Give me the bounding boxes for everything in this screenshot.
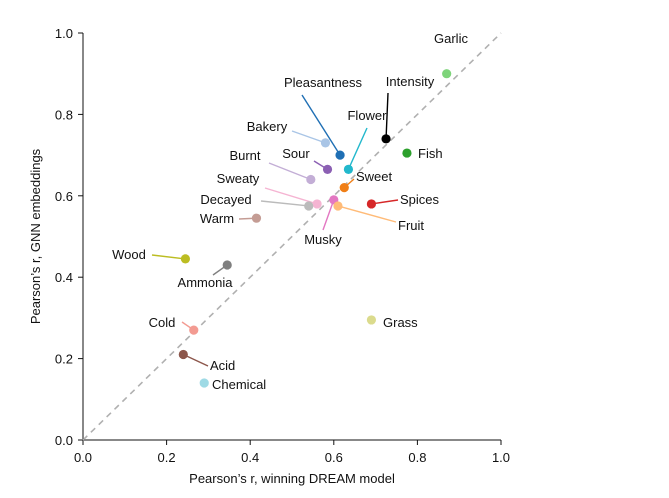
point-label-bakery: Bakery: [247, 119, 288, 134]
point-label-musky: Musky: [304, 232, 342, 247]
point-label-fish: Fish: [418, 146, 443, 161]
leader-line-wood: [151, 254, 186, 260]
y-tick-label: 0.0: [55, 433, 73, 448]
point-label-pleasantness: Pleasantness: [284, 75, 363, 90]
point-label-cold: Cold: [149, 315, 176, 330]
point-label-warm: Warm: [200, 211, 234, 226]
y-tick-label: 0.8: [55, 107, 73, 122]
leader-line-sweaty: [264, 187, 318, 205]
point-wood: [180, 254, 191, 264]
point-intensity: [381, 134, 391, 144]
point-label-grass: Grass: [383, 315, 418, 330]
point-label-spices: Spices: [400, 192, 440, 207]
x-tick-label: 0.4: [241, 450, 259, 465]
point-label-sweet: Sweet: [356, 169, 393, 184]
x-tick-label: 0.6: [325, 450, 343, 465]
y-tick-label: 0.4: [55, 270, 73, 285]
reference-line-layer: [82, 32, 502, 441]
point-sweaty: [312, 199, 322, 209]
leader-line-decayed: [260, 200, 309, 207]
point-fruit: [333, 201, 343, 211]
point-decayed: [304, 201, 314, 211]
point-cold: [189, 325, 199, 335]
x-tick-label: 0.8: [408, 450, 426, 465]
x-tick-label: 1.0: [492, 450, 510, 465]
point-label-sour: Sour: [282, 146, 310, 161]
leader-line-intensity: [385, 92, 389, 139]
point-label-garlic: Garlic: [434, 31, 468, 46]
point-fish: [402, 148, 412, 158]
point-label-wood: Wood: [112, 247, 146, 262]
point-labels: Garlic Intensity Pleasantness Flower Bakery F…: [112, 31, 468, 392]
point-warm: [251, 213, 262, 223]
point-label-burnt: Burnt: [229, 148, 260, 163]
axes: 0.0 0.2 0.4 0.6 0.8 1.0 0.0 0.2 0.4 0.6 0.8 1.0: [55, 26, 510, 465]
point-sweet: [339, 183, 349, 193]
point-ammonia: [222, 260, 232, 270]
leader-line-musky: [322, 199, 335, 231]
x-tick-label: 0.2: [158, 450, 176, 465]
point-burnt: [306, 174, 316, 185]
point-garlic: [442, 69, 452, 79]
point-label-fruit: Fruit: [398, 218, 424, 233]
point-sour: [322, 164, 333, 174]
leader-line-burnt: [268, 162, 312, 181]
leader-line-bakery: [291, 130, 326, 144]
data-points: [178, 69, 452, 388]
leader-line-pleasantness: [301, 94, 341, 156]
leader-line-flower: [347, 127, 368, 170]
identity-reference-line: [82, 32, 502, 441]
y-axis-title: Pearson’s r, GNN embeddings: [28, 148, 43, 324]
point-flower: [343, 164, 354, 174]
point-label-flower: Flower: [347, 108, 387, 123]
y-tick-label: 0.6: [55, 189, 73, 204]
point-label-ammonia: Ammonia: [178, 275, 234, 290]
point-label-sweaty: Sweaty: [217, 171, 260, 186]
point-acid: [178, 349, 188, 360]
point-grass: [366, 315, 377, 325]
y-tick-label: 1.0: [55, 26, 73, 41]
point-label-acid: Acid: [210, 358, 235, 373]
point-label-chemical: Chemical: [212, 377, 266, 392]
point-pleasantness: [335, 150, 345, 160]
x-axis-title: Pearson’s r, winning DREAM model: [189, 471, 395, 486]
point-chemical: [199, 378, 209, 388]
y-tick-label: 0.2: [55, 352, 73, 367]
point-spices: [366, 199, 377, 209]
leader-line-fruit: [337, 205, 397, 223]
point-label-decayed: Decayed: [200, 192, 251, 207]
x-tick-label: 0.0: [74, 450, 92, 465]
point-bakery: [320, 138, 331, 148]
point-label-intensity: Intensity: [386, 74, 435, 89]
leader-lines: [151, 92, 399, 367]
